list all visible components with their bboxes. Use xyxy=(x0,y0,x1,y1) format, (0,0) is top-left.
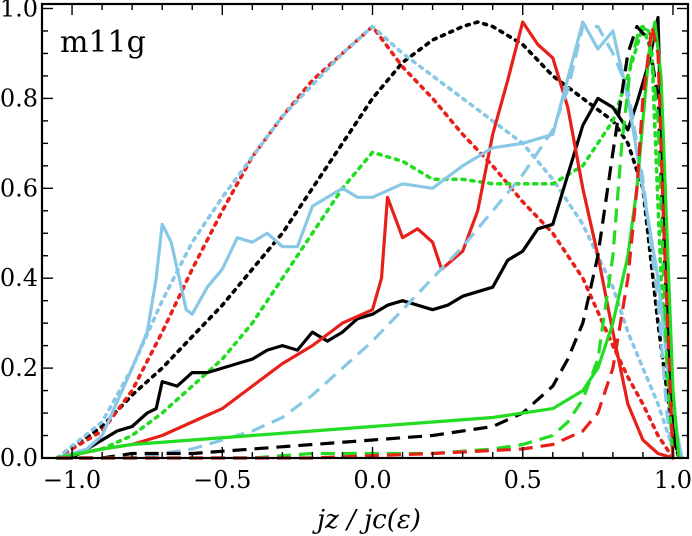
y-tick-label: 0.4 xyxy=(0,264,38,292)
series-lightblue-solid xyxy=(56,20,684,460)
plot-frame xyxy=(40,2,690,460)
y-tick-label: 0.2 xyxy=(0,354,38,382)
series-red-solid xyxy=(56,20,674,460)
series-layer xyxy=(55,15,684,460)
x-tick-label: −1.0 xyxy=(43,466,101,494)
x-tick-label: 0.0 xyxy=(353,466,391,494)
series-green-dashed xyxy=(57,24,675,460)
x-tick-label: −0.5 xyxy=(193,466,251,494)
x-tick-label: 1.0 xyxy=(654,466,692,494)
series-green-solid xyxy=(56,20,681,460)
series-black-dotted xyxy=(55,20,681,460)
y-tick-label: 0.8 xyxy=(0,84,38,112)
x-axis-label: jz / jc(ε) xyxy=(312,505,421,535)
y-tick-label: 0.6 xyxy=(0,174,38,202)
ticks-layer: −1.0 −0.5 0.0 0.5 1.0 0.0 0.2 0.4 0.6 0.8 1.0 xyxy=(0,0,692,494)
series-black-solid xyxy=(57,15,681,460)
panel-label: m11g xyxy=(60,25,146,60)
x-tick-label: 0.5 xyxy=(504,466,542,494)
series-lightblue-dashed xyxy=(57,24,675,460)
y-tick-label: 1.0 xyxy=(0,0,38,22)
y-tick-label: 0.0 xyxy=(0,444,38,472)
